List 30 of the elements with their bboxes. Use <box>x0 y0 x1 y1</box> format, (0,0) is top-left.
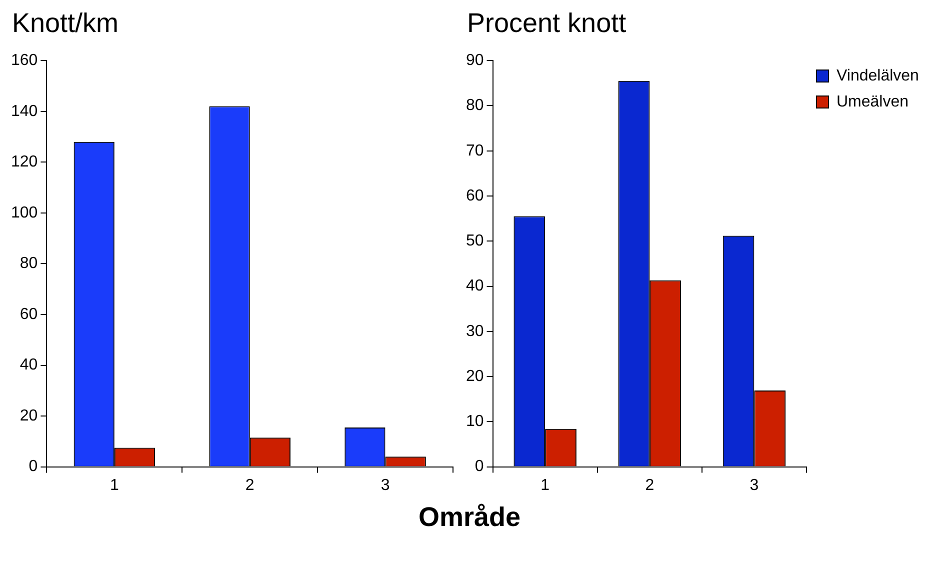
chart-title: Procent knott <box>466 8 628 40</box>
y-tick-label: 60 <box>20 306 38 323</box>
y-tick-label: 50 <box>466 232 484 250</box>
y-tick-label: 0 <box>28 458 38 476</box>
y-tick-label: 40 <box>20 356 38 374</box>
y-tick-label: 0 <box>474 458 484 476</box>
x-tick-label: 1 <box>540 476 550 494</box>
y-tick-label: 80 <box>20 255 38 272</box>
chart-title: Knott/km <box>11 8 120 40</box>
y-tick-label: 100 <box>10 204 38 222</box>
x-tick-label: 1 <box>110 476 119 494</box>
y-tick-label: 20 <box>466 368 484 385</box>
y-tick-label: 40 <box>466 278 484 295</box>
y-tick-label: 30 <box>466 322 484 340</box>
y-tick-label: 60 <box>466 187 484 204</box>
x-tick-label: 3 <box>750 476 759 494</box>
legend-label: Vindelälven <box>836 67 919 84</box>
y-tick-label: 90 <box>466 52 484 70</box>
x-tick-label: 3 <box>380 476 390 494</box>
y-tick-label: 160 <box>10 52 38 70</box>
y-tick-label: 80 <box>466 97 484 114</box>
y-tick-label: 140 <box>10 102 38 120</box>
x-tick-label: 2 <box>245 476 254 494</box>
legend-label: Umeälven <box>836 93 909 110</box>
y-tick-label: 20 <box>20 407 38 424</box>
x-tick-label: 2 <box>645 476 654 494</box>
x-axis-title: Område <box>417 502 522 533</box>
y-tick-label: 70 <box>466 142 484 160</box>
y-tick-label: 120 <box>10 154 38 171</box>
y-tick-label: 10 <box>466 413 484 430</box>
